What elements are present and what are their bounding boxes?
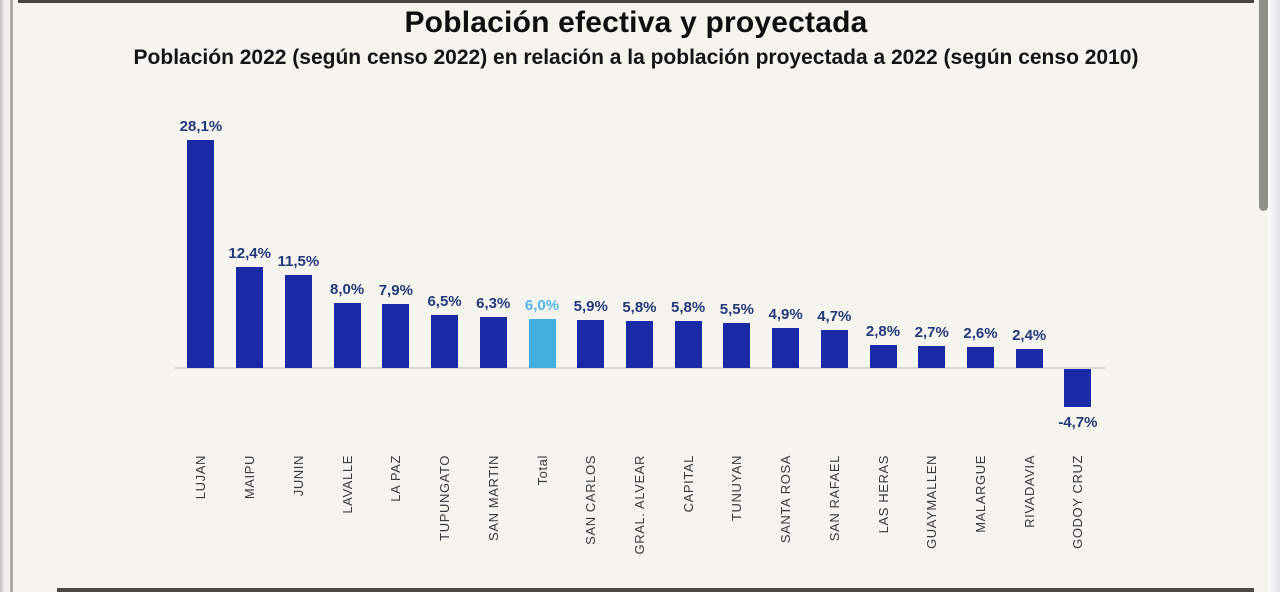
category-label-godoy-cruz: GODOY CRUZ bbox=[1070, 455, 1086, 549]
value-label-san-carlos: 5,9% bbox=[573, 298, 608, 316]
bar-gral-alvear bbox=[625, 320, 653, 368]
value-label-guaymallen: 2,7% bbox=[914, 324, 949, 342]
x-axis-line bbox=[175, 367, 1105, 369]
bar-junin bbox=[284, 274, 312, 368]
viewer-right-edge bbox=[1268, 0, 1280, 592]
bar-santa-rosa bbox=[772, 328, 800, 368]
value-label-junin: 11,5% bbox=[277, 252, 320, 270]
page-top-border bbox=[18, 0, 1254, 3]
value-label-san-martin: 6,3% bbox=[476, 294, 511, 312]
category-label-rivadavia: RIVADAVIA bbox=[1021, 455, 1037, 528]
category-label-gral-alvear: GRAL. ALVEAR bbox=[631, 455, 647, 555]
value-label-tunuyan: 5,5% bbox=[719, 301, 754, 319]
bar-las-heras bbox=[869, 345, 897, 368]
viewer-left-edge bbox=[0, 0, 10, 592]
category-label-santa-rosa: SANTA ROSA bbox=[778, 455, 794, 544]
bar-la-paz bbox=[382, 303, 410, 368]
bar-san-rafael bbox=[820, 329, 848, 368]
page-bottom-border bbox=[57, 588, 1254, 592]
value-label-total: 6,0% bbox=[524, 297, 560, 315]
category-label-san-rafael: SAN RAFAEL bbox=[826, 455, 842, 542]
value-label-tupungato: 6,5% bbox=[427, 293, 462, 311]
category-label-guaymallen: GUAYMALLEN bbox=[924, 455, 940, 549]
chart-subtitle: Población 2022 (según censo 2022) en rel… bbox=[133, 46, 1139, 69]
vertical-scrollbar-thumb[interactable] bbox=[1259, 0, 1268, 211]
category-label-maipu: MAIPU bbox=[242, 455, 258, 500]
bar-capital bbox=[674, 320, 702, 368]
value-label-santa-rosa: 4,9% bbox=[768, 306, 803, 324]
value-label-malargue: 2,6% bbox=[963, 324, 998, 342]
category-label-san-carlos: SAN CARLOS bbox=[583, 455, 599, 545]
category-label-lavalle: LAVALLE bbox=[339, 455, 355, 514]
viewer-left-border bbox=[10, 0, 13, 592]
value-label-lavalle: 8,0% bbox=[330, 281, 365, 299]
value-label-capital: 5,8% bbox=[671, 298, 706, 316]
bar-san-carlos bbox=[577, 320, 605, 368]
category-label-las-heras: LAS HERAS bbox=[875, 455, 891, 534]
bar-san-martin bbox=[479, 316, 507, 368]
category-label-capital: CAPITAL bbox=[680, 455, 696, 513]
category-label-total: Total bbox=[534, 455, 550, 486]
bar-total bbox=[528, 319, 556, 368]
bar-malargue bbox=[966, 346, 994, 368]
value-label-la-paz: 7,9% bbox=[378, 281, 413, 299]
value-label-san-rafael: 4,7% bbox=[817, 307, 852, 325]
bar-rivadavia bbox=[1015, 348, 1043, 368]
value-label-las-heras: 2,8% bbox=[865, 323, 901, 341]
bar-lavalle bbox=[333, 303, 361, 368]
category-label-tunuyan: TUNUYAN bbox=[729, 455, 745, 522]
bar-godoy-cruz bbox=[1064, 369, 1092, 408]
chart-title: Población efectiva y proyectada bbox=[404, 6, 868, 39]
bar-guaymallen bbox=[918, 346, 946, 368]
bar-tupungato bbox=[431, 315, 459, 368]
value-label-rivadavia: 2,4% bbox=[1012, 326, 1047, 344]
bar-lujan bbox=[187, 140, 215, 368]
category-label-tupungato: TUPUNGATO bbox=[437, 455, 453, 541]
category-label-malargue: MALARGUE bbox=[972, 455, 988, 533]
category-label-la-paz: LA PAZ bbox=[388, 455, 404, 502]
value-label-lujan: 28,1% bbox=[179, 118, 223, 136]
bar-tunuyan bbox=[723, 323, 751, 368]
bar-maipu bbox=[236, 267, 264, 368]
value-label-godoy-cruz: -4,7% bbox=[1058, 414, 1098, 432]
value-label-maipu: 12,4% bbox=[228, 245, 271, 263]
value-label-gral-alvear: 5,8% bbox=[622, 298, 657, 316]
category-label-junin: JUNIN bbox=[290, 455, 306, 497]
chart-header: Población efectiva y proyectada Població… bbox=[18, 6, 1254, 70]
category-label-san-martin: SAN MARTIN bbox=[485, 455, 501, 541]
category-label-lujan: LUJAN bbox=[193, 455, 209, 500]
